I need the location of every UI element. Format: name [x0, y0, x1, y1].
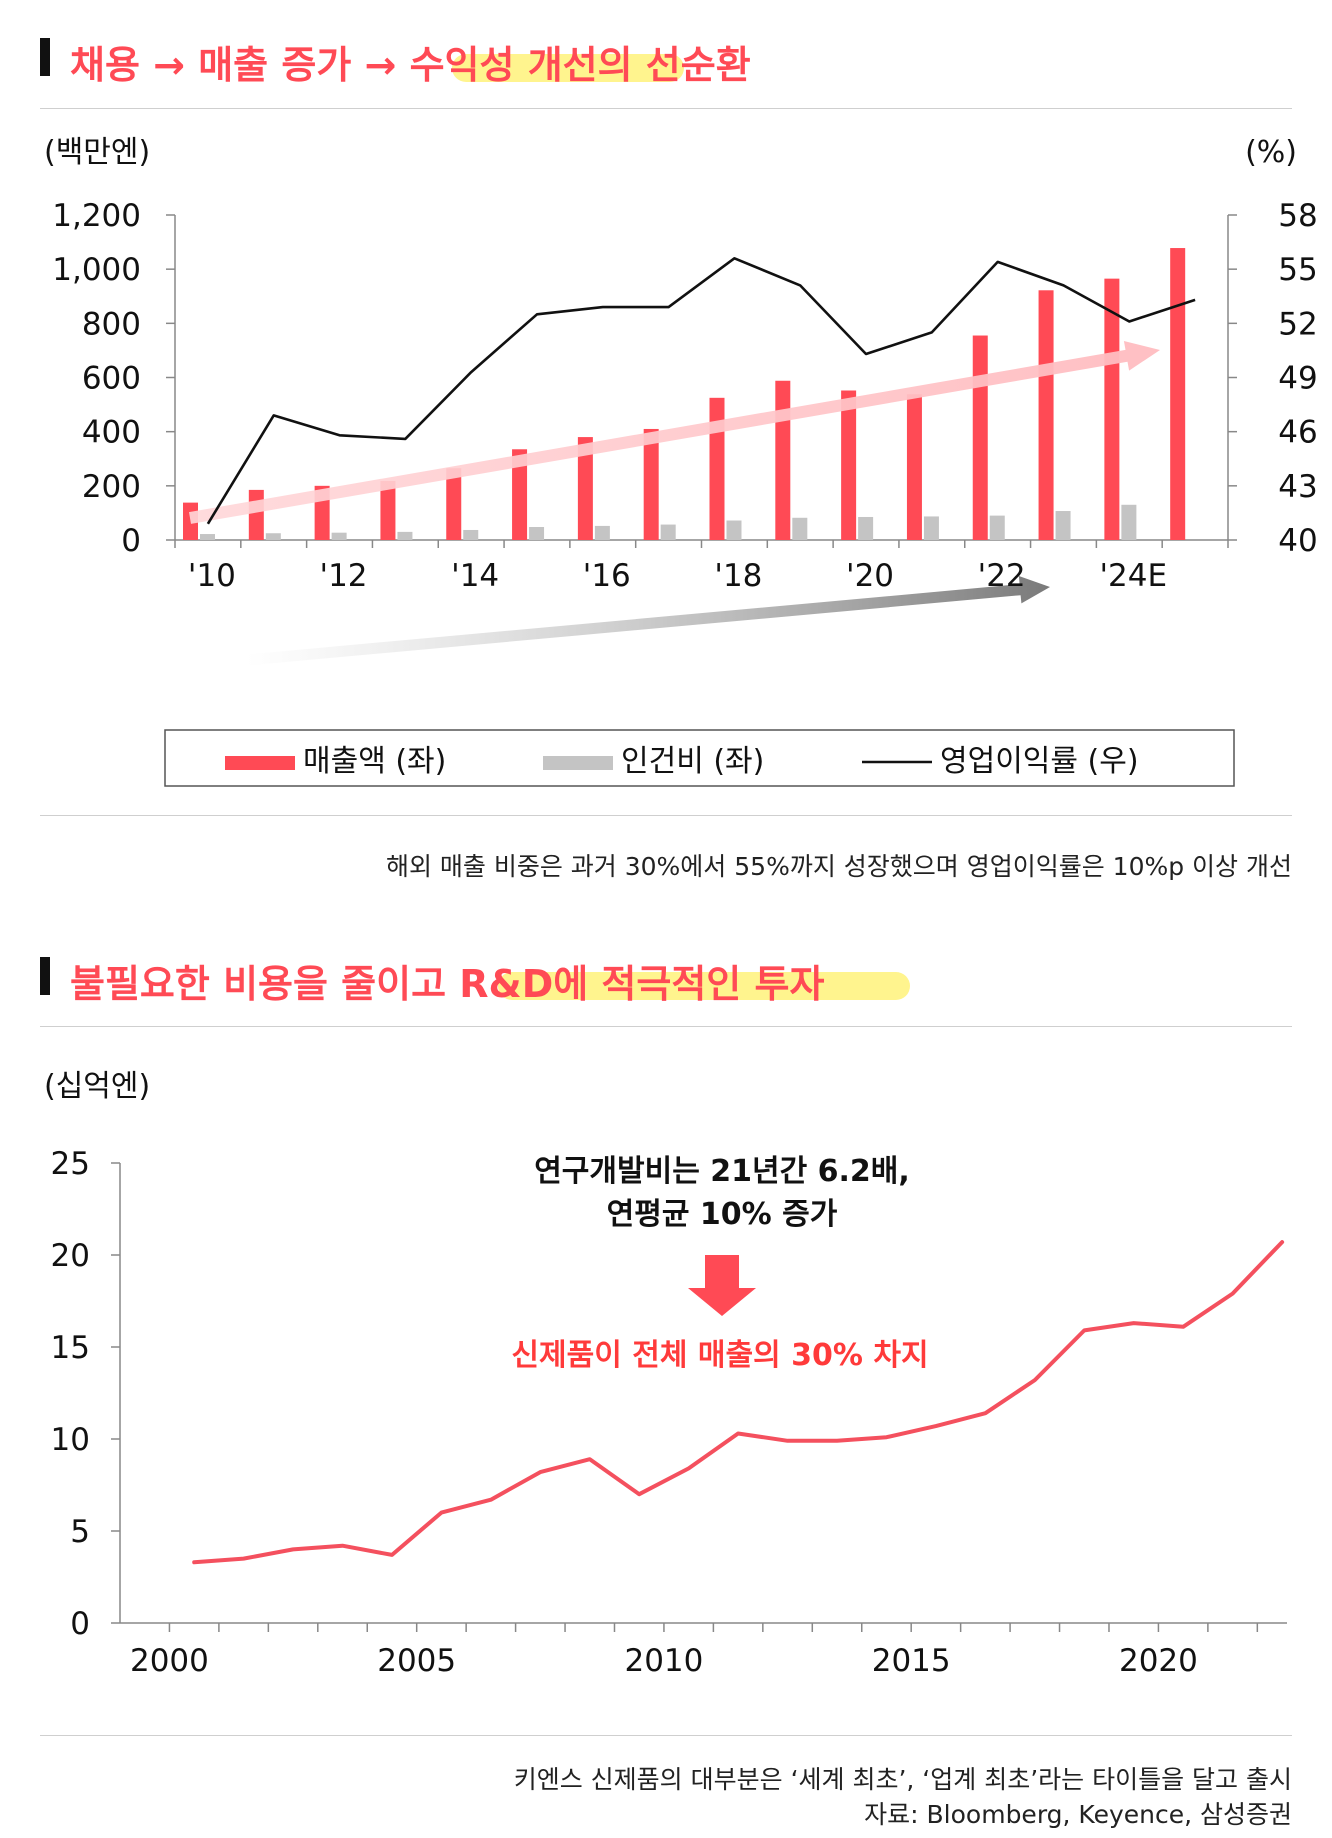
chart2-x-tick-label: 2000: [130, 1643, 209, 1679]
chart1-left-tick-label: 800: [82, 306, 141, 342]
chart1-right-tick-label: 40: [1278, 523, 1317, 559]
chart1-left-tick-label: 600: [82, 361, 141, 397]
labor-cost-bar: [265, 533, 281, 540]
labor-cost-bar: [1055, 511, 1071, 540]
chart1-x-tick-label: '12: [320, 558, 368, 594]
section2-bottom-divider: [40, 1735, 1292, 1736]
labor-cost-bar: [989, 515, 1005, 540]
chart1-x-tick-label: '10: [188, 558, 236, 594]
legend-label-labor: 인건비 (좌): [621, 744, 764, 779]
chart2-rnd-expense: (십억엔) 0 5 10 15 20 25 2000 2005 2010 2015 2020 연구개…: [44, 1069, 1287, 1679]
revenue-bar: [446, 468, 462, 540]
chart1-x-tick-label: '20: [846, 558, 894, 594]
section1-title-highlight: [452, 54, 684, 82]
revenue-bar: [775, 380, 791, 540]
labor-cost-bar: [397, 531, 413, 540]
revenue-bar: [906, 394, 922, 540]
chart1-right-unit: (%): [1245, 135, 1297, 170]
labor-cost-bar: [1121, 504, 1137, 540]
labor-cost-bar: [792, 517, 808, 540]
revenue-bar: [577, 437, 593, 540]
labor-cost-bar: [463, 529, 479, 540]
chart1-legend-box: [164, 729, 1235, 787]
chart2-x-tick-label: 2020: [1119, 1643, 1198, 1679]
chart2-x-tick-label: 2010: [624, 1643, 703, 1679]
section2-title-highlight: [498, 972, 910, 1000]
revenue-bar: [1104, 278, 1120, 540]
down-arrow-icon: [688, 1255, 756, 1316]
labor-cost-bar: [200, 534, 215, 540]
chart1-left-tick-label: 400: [82, 415, 141, 451]
labor-cost-bar: [923, 516, 939, 540]
revenue-bar: [709, 397, 725, 540]
chart2-y-tick-label: 20: [51, 1238, 90, 1274]
revenue-bar: [1170, 248, 1186, 540]
labor-cost-bar: [529, 527, 545, 540]
chart1-left-tick-label: 0: [121, 523, 141, 559]
section2-source: 자료: Bloomberg, Keyence, 삼성증권: [864, 1800, 1292, 1829]
section2-note-line1: 키엔스 신제품의 대부분은 ‘세계 최초’, ‘업계 최초’라는 타이틀을 달고…: [513, 1765, 1292, 1794]
chart1-right-tick-label: 55: [1278, 252, 1317, 288]
chart1-x-tick-label: '16: [583, 558, 631, 594]
legend-label-margin: 영업이익률 (우): [940, 744, 1139, 779]
labor-cost-bar: [858, 516, 874, 540]
chart2-y-tick-label: 25: [51, 1146, 90, 1182]
chart1-x-tick-label: '22: [978, 558, 1026, 594]
chart1-revenue-margin: (백만엔) (%) 0 200 400 600 800 1,000 1,200 40 43 46 4…: [44, 135, 1318, 787]
chart1-left-tick-label: 1,000: [52, 252, 141, 288]
chart2-unit: (십억엔): [44, 1069, 150, 1104]
legend-swatch-labor: [543, 756, 613, 770]
chart2-y-tick-label: 0: [70, 1606, 90, 1642]
revenue-bar: [841, 390, 857, 540]
section1-bottom-divider: [40, 815, 1292, 816]
chart1-right-tick-label: 52: [1278, 306, 1317, 342]
revenue-bar: [1038, 290, 1054, 540]
labor-cost-bar: [660, 524, 676, 540]
chart1-right-tick-label: 43: [1278, 469, 1317, 505]
chart1-x-tick-label: '24E: [1100, 558, 1168, 594]
section1-note: 해외 매출 비중은 과거 30%에서 55%까지 성장했으며 영업이익률은 10…: [385, 852, 1292, 881]
chart2-annotation-line1: 연구개발비는 21년간 6.2배,: [534, 1154, 910, 1189]
chart2-annotation-result: 신제품이 전체 매출의 30% 차지: [511, 1338, 928, 1373]
labor-trend-arrow: [246, 576, 1050, 666]
section2-marker: [40, 957, 50, 995]
labor-cost-bar: [331, 532, 347, 540]
section1-top-divider: [40, 108, 1292, 109]
chart1-x-tick-label: '14: [451, 558, 499, 594]
chart1-left-tick-label: 200: [82, 469, 141, 505]
revenue-bar: [643, 428, 659, 540]
chart2-y-tick-label: 5: [70, 1514, 90, 1550]
section1-title: 채용 → 매출 증가 → 수익성 개선의 선순환: [70, 43, 751, 87]
chart2-y-tick-label: 15: [51, 1330, 90, 1366]
chart2-annotation-line2: 연평균 10% 증가: [607, 1197, 838, 1232]
labor-cost-bar: [594, 525, 610, 540]
legend-swatch-revenue: [225, 756, 295, 770]
section1-marker: [40, 38, 50, 76]
chart2-x-tick-label: 2005: [377, 1643, 456, 1679]
chart1-left-unit: (백만엔): [44, 135, 150, 170]
chart2-y-tick-label: 10: [51, 1422, 90, 1458]
revenue-bar: [512, 449, 528, 540]
revenue-bar: [380, 480, 396, 540]
chart1-right-tick-label: 58: [1278, 198, 1317, 234]
revenue-bar: [248, 489, 264, 540]
chart2-x-tick-label: 2015: [872, 1643, 951, 1679]
chart1-left-tick-label: 1,200: [52, 198, 141, 234]
section2-top-divider: [40, 1026, 1292, 1027]
labor-cost-bar: [726, 520, 742, 540]
revenue-bar: [972, 335, 988, 540]
chart1-x-tick-label: '18: [714, 558, 762, 594]
section2-title: 불필요한 비용을 줄이고 R&D에 적극적인 투자: [70, 962, 825, 1006]
chart1-right-tick-label: 49: [1278, 361, 1317, 397]
operating-margin-line: [206, 257, 1196, 525]
legend-label-revenue: 매출액 (좌): [303, 744, 446, 779]
chart1-right-tick-label: 46: [1278, 415, 1317, 451]
revenue-trend-arrow: [189, 341, 1160, 524]
